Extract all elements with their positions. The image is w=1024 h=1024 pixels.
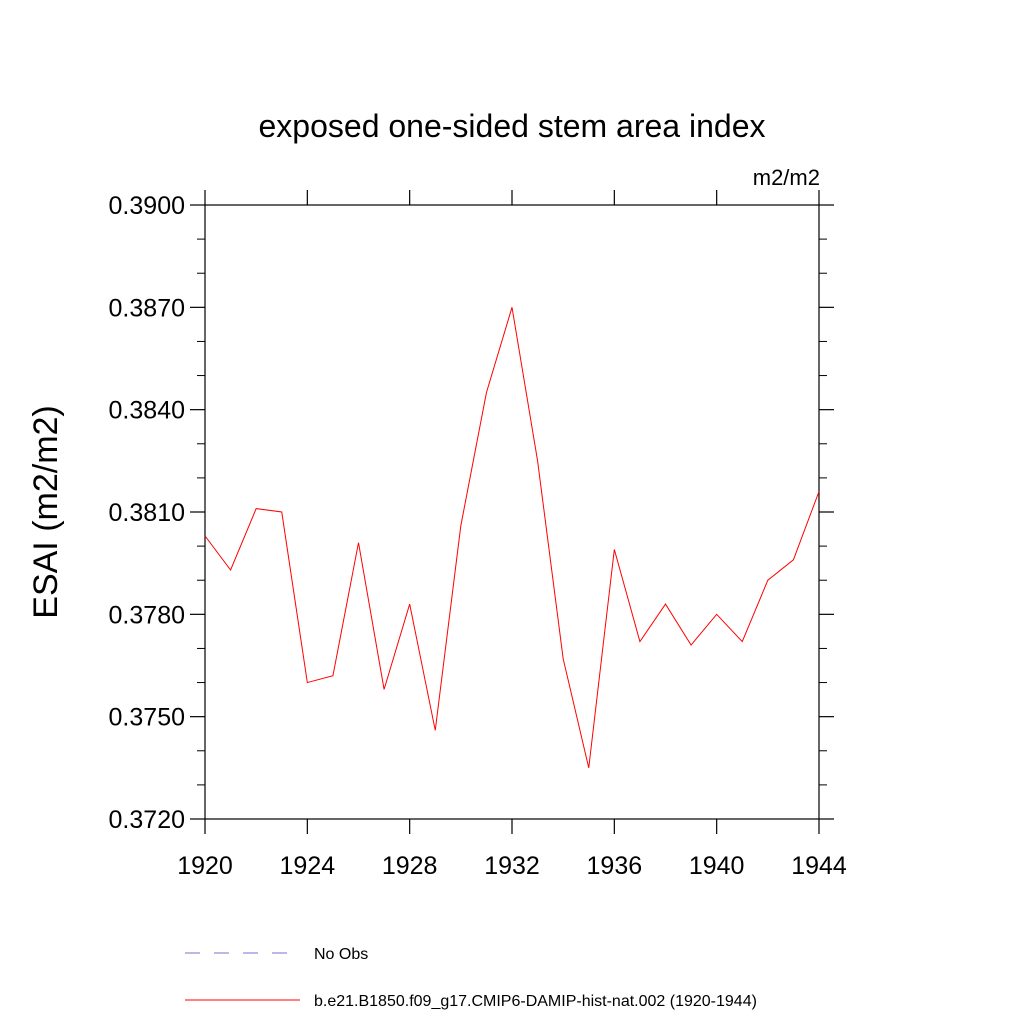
units-label: m2/m2 bbox=[753, 165, 820, 190]
x-tick-label: 1932 bbox=[484, 852, 540, 880]
chart-title: exposed one-sided stem area index bbox=[259, 108, 766, 144]
plot-frame bbox=[204, 204, 820, 820]
x-tick-label: 1944 bbox=[791, 852, 847, 880]
y-tick-label: 0.3840 bbox=[109, 397, 185, 425]
y-tick-label: 0.3720 bbox=[109, 806, 185, 834]
y-axis: 0.3720 0.3750 0.3780 0.3810 0.3840 0.3870 0.39… bbox=[109, 192, 834, 834]
y-tick-label: 0.3900 bbox=[109, 192, 185, 220]
y-tick-label: 0.3810 bbox=[109, 499, 185, 527]
x-axis: 1920 1924 1928 1932 1936 1940 1944 bbox=[177, 190, 847, 880]
y-tick-label: 0.3750 bbox=[109, 704, 185, 732]
x-tick-label: 1940 bbox=[689, 852, 745, 880]
y-tick-label: 0.3780 bbox=[109, 601, 185, 629]
y-axis-label: ESAI (m2/m2) bbox=[27, 405, 65, 618]
x-tick-label: 1928 bbox=[382, 852, 438, 880]
x-tick-label: 1924 bbox=[280, 852, 336, 880]
series-line-1 bbox=[204, 307, 820, 768]
legend-label-no-obs: No Obs bbox=[314, 946, 368, 963]
legend: No Obs b.e21.B1850.f09_g17.CMIP6-DAMIP-h… bbox=[185, 946, 757, 1010]
x-tick-label: 1920 bbox=[177, 852, 233, 880]
y-tick-label: 0.3870 bbox=[109, 294, 185, 322]
legend-label-simulation: b.e21.B1850.f09_g17.CMIP6-DAMIP-hist-nat… bbox=[314, 993, 757, 1010]
x-tick-label: 1936 bbox=[587, 852, 643, 880]
series-layer bbox=[204, 307, 820, 768]
